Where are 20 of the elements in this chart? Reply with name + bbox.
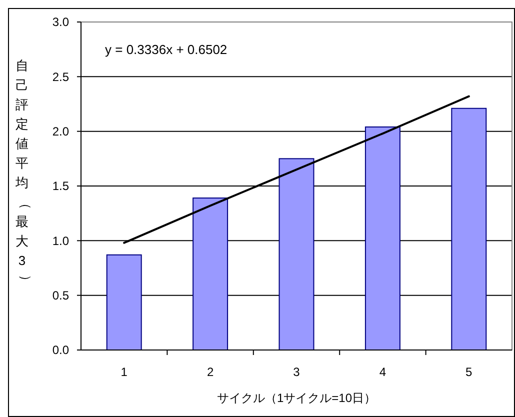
x-tick-label: 4 xyxy=(379,365,386,379)
y-tick-label: 2.5 xyxy=(52,70,70,84)
x-tick-label: 1 xyxy=(120,365,128,379)
y-tick-label: 0.0 xyxy=(52,343,70,358)
bar xyxy=(192,198,228,350)
bar xyxy=(364,126,400,350)
bar xyxy=(106,254,142,350)
bar xyxy=(278,158,314,350)
text: 自己評定値平均（最大3） xyxy=(16,58,34,288)
bar xyxy=(451,108,487,350)
x-tick-label: 5 xyxy=(466,365,473,379)
annotation: y = 0.3336x + 0.6502 xyxy=(105,42,228,57)
y-tick-label: 1.0 xyxy=(52,234,70,248)
y-tick-label: 1.5 xyxy=(52,179,70,194)
x-axis-title: サイクル（1サイクル=10日） xyxy=(216,391,376,405)
x-tick-label: 3 xyxy=(293,365,300,379)
x-tick-label: 2 xyxy=(206,365,214,379)
y-tick-label: 3.0 xyxy=(52,15,70,30)
y-tick-label: 0.5 xyxy=(52,288,70,303)
y-tick-label: 2.0 xyxy=(52,124,70,139)
